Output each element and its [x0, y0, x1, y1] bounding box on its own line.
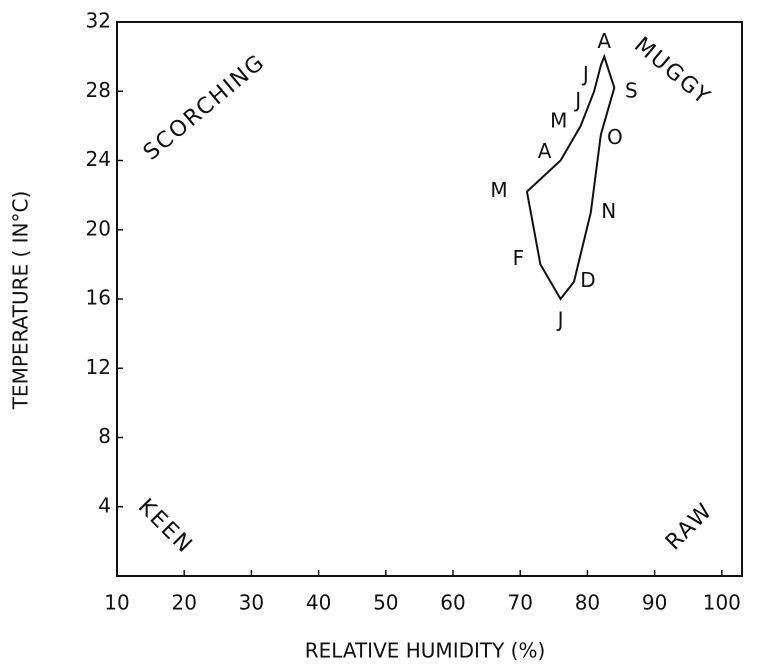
- x-tick-label: 80: [575, 591, 600, 615]
- region-label: RAW: [661, 498, 718, 555]
- month-label: D: [580, 268, 595, 292]
- month-label: O: [607, 125, 623, 149]
- x-tick-label: 20: [171, 591, 196, 615]
- month-label: N: [601, 199, 616, 223]
- x-tick-label: 60: [440, 591, 465, 615]
- x-tick-label: 10: [104, 591, 129, 615]
- y-tick-label: 4: [98, 493, 111, 517]
- month-label: F: [513, 246, 525, 270]
- climograph-line: [525, 53, 616, 301]
- x-tick-label: 70: [507, 591, 532, 615]
- region-label: MUGGY: [629, 33, 715, 111]
- month-label: A: [538, 139, 552, 163]
- y-tick-label: 32: [86, 9, 111, 33]
- month-label: M: [550, 108, 567, 132]
- month-label: J: [573, 88, 581, 112]
- y-tick-label: 8: [98, 424, 111, 448]
- y-tick-label: 20: [86, 216, 111, 240]
- month-label: J: [581, 62, 589, 86]
- month-label: A: [597, 29, 611, 53]
- month-label: S: [625, 78, 638, 102]
- x-tick-label: 40: [306, 591, 331, 615]
- x-tick-label: 30: [239, 591, 264, 615]
- x-tick-label: 90: [642, 591, 667, 615]
- region-label: SCORCHING: [139, 50, 271, 166]
- y-tick-label: 16: [86, 286, 111, 310]
- y-tick-label: 24: [86, 147, 111, 171]
- month-label: J: [556, 308, 564, 332]
- x-axis-label: RELATIVE HUMIDITY (%): [305, 639, 546, 663]
- x-tick-label: 50: [373, 591, 398, 615]
- month-label: M: [490, 178, 507, 202]
- y-tick-label: 12: [86, 355, 111, 379]
- y-axis-label: TEMPERATURE ( IN°C): [9, 191, 33, 411]
- y-tick-label: 28: [86, 78, 111, 102]
- x-tick-label: 100: [703, 591, 741, 615]
- region-label: KEEN: [133, 494, 198, 559]
